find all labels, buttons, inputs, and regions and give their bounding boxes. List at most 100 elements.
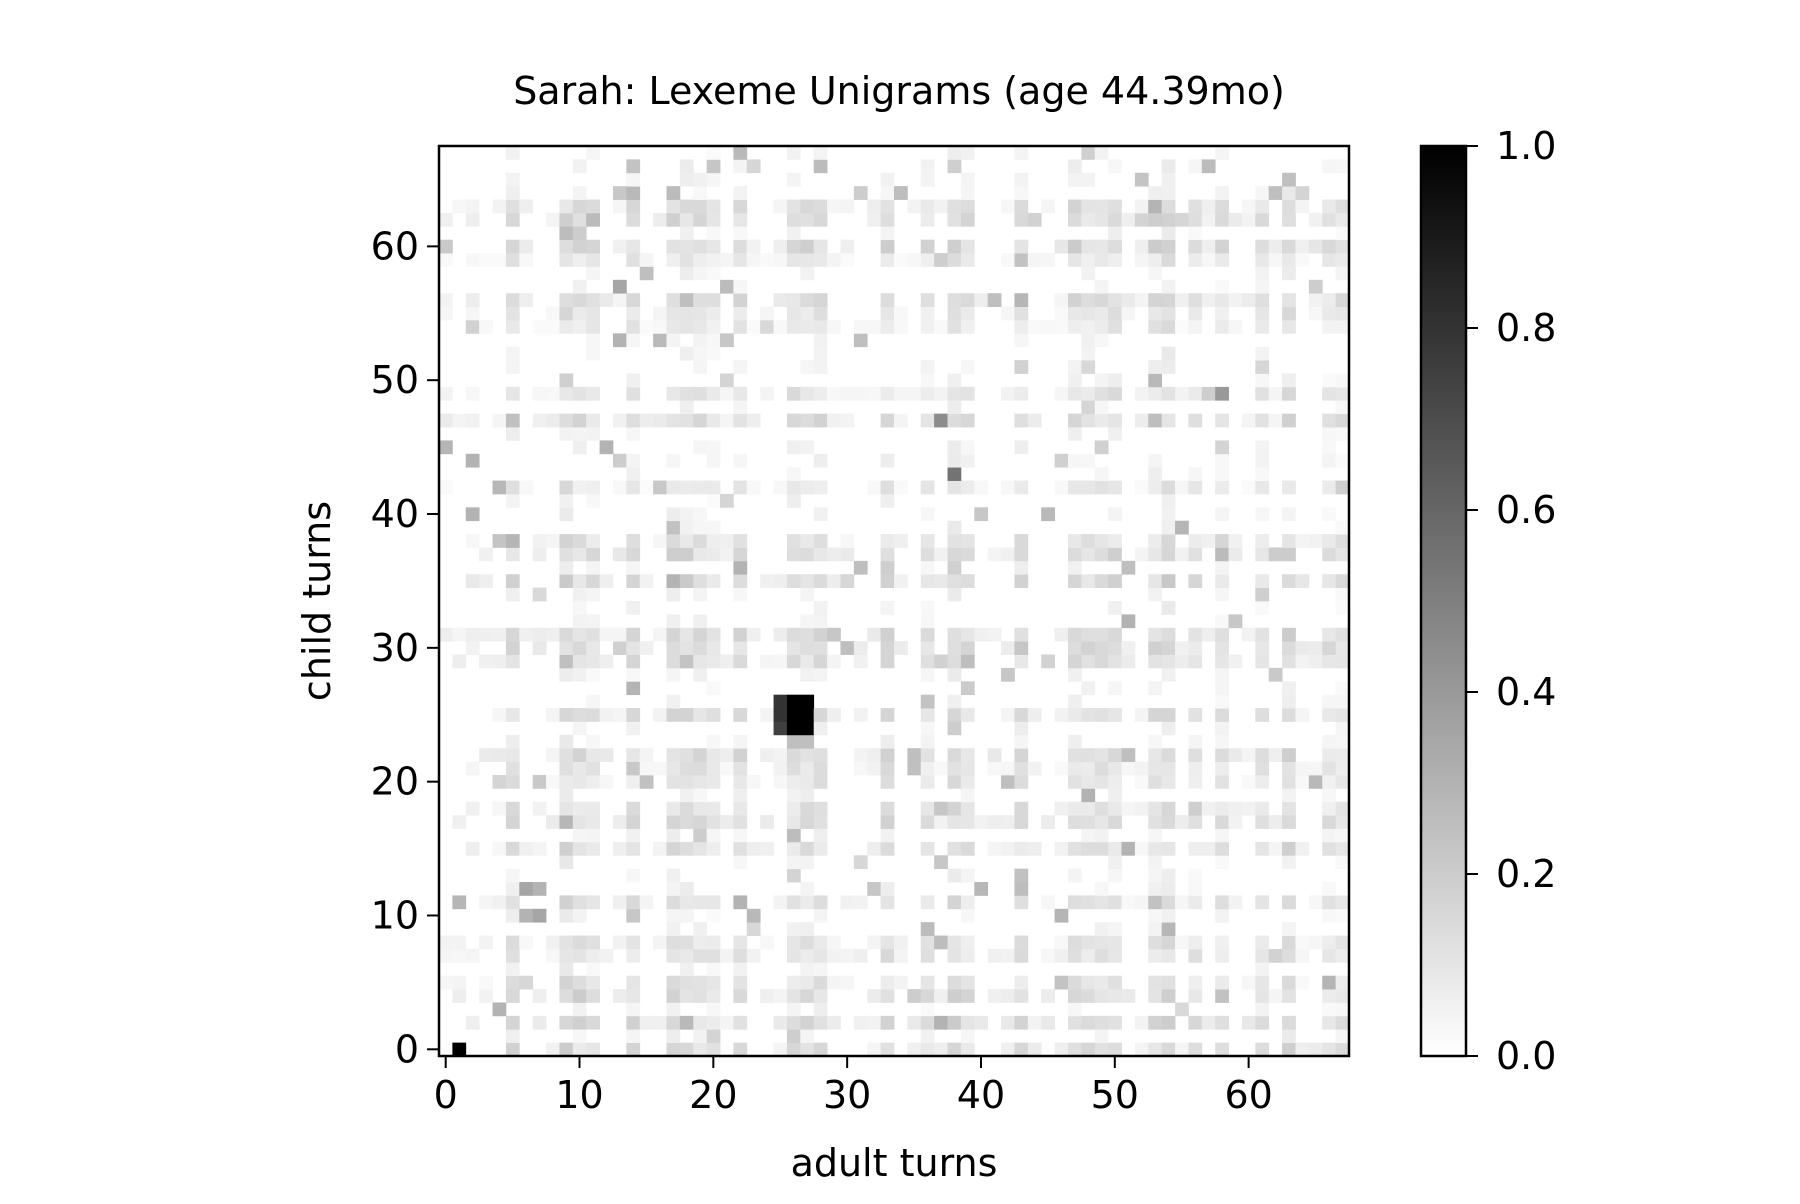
heatmap-cell xyxy=(733,279,748,294)
heatmap-cell xyxy=(1081,266,1096,281)
heatmap-cell xyxy=(679,882,694,896)
heatmap-cell xyxy=(1148,1015,1163,1030)
heatmap-cell xyxy=(786,815,801,829)
heatmap-cell xyxy=(1188,212,1203,227)
heatmap-cell xyxy=(612,199,627,214)
heatmap-cell xyxy=(505,360,520,374)
heatmap-cell xyxy=(894,253,908,267)
heatmap-cell xyxy=(693,199,708,214)
heatmap-cell xyxy=(1268,547,1283,562)
heatmap-cell xyxy=(1001,841,1015,856)
heatmap-cell xyxy=(880,989,895,1003)
heatmap-cell xyxy=(813,641,828,655)
heatmap-cell xyxy=(960,413,975,428)
heatmap-cell xyxy=(653,212,667,227)
heatmap-cell xyxy=(987,989,1002,1003)
heatmap-cell xyxy=(679,226,694,241)
heatmap-cell xyxy=(1255,453,1270,468)
heatmap-cell xyxy=(706,440,721,455)
heatmap-cell xyxy=(853,386,868,401)
heatmap-cell xyxy=(465,293,480,307)
heatmap-cell xyxy=(666,319,681,334)
heatmap-cell xyxy=(505,547,520,562)
heatmap-cell xyxy=(559,427,574,441)
heatmap-cell xyxy=(465,627,480,642)
heatmap-cell xyxy=(693,667,708,682)
heatmap-cell xyxy=(492,253,507,267)
heatmap-cell xyxy=(1121,654,1136,669)
heatmap-cell xyxy=(1322,975,1337,990)
heatmap-cell xyxy=(479,253,493,267)
heatmap-cell xyxy=(693,253,708,267)
heatmap-cell xyxy=(1322,1015,1337,1030)
heatmap-cell xyxy=(1081,212,1096,227)
heatmap-cell xyxy=(1148,708,1163,722)
heatmap-cell xyxy=(505,386,520,401)
heatmap-cell xyxy=(546,212,560,227)
heatmap-cell xyxy=(706,480,721,495)
heatmap-cell xyxy=(733,453,748,468)
heatmap-cell xyxy=(920,574,935,589)
heatmap-cell xyxy=(1228,293,1243,307)
heatmap-cell xyxy=(1067,319,1082,334)
heatmap-cell xyxy=(960,774,975,789)
heatmap-cell xyxy=(1322,199,1337,214)
heatmap-cell xyxy=(853,186,868,200)
heatmap-cell xyxy=(786,975,801,990)
heatmap-cell xyxy=(1081,293,1096,307)
heatmap-cell xyxy=(1001,547,1015,562)
heatmap-cell xyxy=(1282,373,1296,388)
heatmap-cell xyxy=(1067,306,1082,321)
heatmap-cell xyxy=(1268,667,1283,682)
heatmap-cell xyxy=(813,989,828,1003)
heatmap-cell xyxy=(880,841,895,856)
heatmap-cell xyxy=(1335,734,1350,749)
heatmap-cell xyxy=(760,989,774,1003)
heatmap-cell xyxy=(733,734,748,749)
heatmap-cell xyxy=(439,306,453,321)
heatmap-cell xyxy=(492,199,507,214)
heatmap-cell xyxy=(920,667,935,682)
heatmap-cell xyxy=(693,1029,708,1044)
heatmap-cell xyxy=(1308,1042,1323,1057)
heatmap-cell xyxy=(693,574,708,589)
heatmap-cell xyxy=(800,694,815,709)
heatmap-cell xyxy=(746,774,761,789)
heatmap-cell xyxy=(706,627,721,642)
heatmap-cell xyxy=(1067,574,1082,589)
heatmap-cell xyxy=(920,360,935,374)
heatmap-cell xyxy=(1335,480,1350,495)
heatmap-cell xyxy=(1268,253,1283,267)
heatmap-cell xyxy=(987,761,1002,776)
heatmap-cell xyxy=(1094,815,1109,829)
heatmap-cell xyxy=(479,627,493,642)
heatmap-cell xyxy=(960,948,975,963)
heatmap-cell xyxy=(505,654,520,669)
heatmap-cell xyxy=(1215,319,1229,334)
heatmap-cell xyxy=(1228,547,1243,562)
heatmap-cell xyxy=(505,172,520,187)
heatmap-cell xyxy=(760,319,774,334)
heatmap-cell xyxy=(666,587,681,602)
heatmap-cell xyxy=(800,654,815,669)
heatmap-cell xyxy=(720,413,734,428)
heatmap-cell xyxy=(813,333,828,348)
heatmap-cell xyxy=(1108,855,1122,870)
heatmap-cell xyxy=(693,654,708,669)
heatmap-cell xyxy=(1322,440,1337,455)
heatmap-cell xyxy=(572,641,587,655)
heatmap-cell xyxy=(907,761,922,776)
heatmap-cell xyxy=(1295,239,1310,254)
heatmap-cell xyxy=(1188,868,1203,883)
heatmap-cell xyxy=(1282,574,1296,589)
heatmap-cell xyxy=(1134,293,1149,307)
heatmap-cell xyxy=(1188,948,1203,963)
heatmap-cell xyxy=(1308,306,1323,321)
heatmap-cell xyxy=(880,882,895,896)
heatmap-cell xyxy=(1161,186,1176,200)
heatmap-cell xyxy=(733,654,748,669)
heatmap-cell xyxy=(679,962,694,977)
heatmap-cell xyxy=(1282,654,1296,669)
heatmap-cell xyxy=(1188,815,1203,829)
heatmap-cell xyxy=(1014,748,1029,762)
